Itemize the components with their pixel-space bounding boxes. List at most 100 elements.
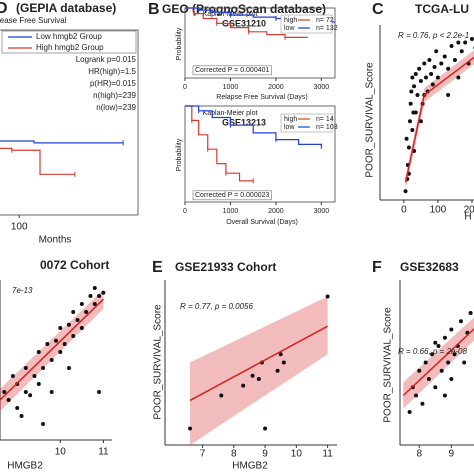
point — [409, 89, 414, 94]
x-axis-label: Overall Survival (Days) — [226, 219, 298, 226]
x-tick-label: 7 — [200, 449, 206, 460]
point — [250, 373, 255, 378]
x-tick-label: 3000 — [314, 208, 330, 215]
point — [446, 66, 451, 71]
panel-label: D — [0, 0, 8, 17]
point — [101, 290, 106, 295]
point — [422, 61, 427, 66]
chart-subtitle: GSE31210 — [222, 18, 266, 28]
point — [429, 72, 434, 76]
point — [452, 352, 457, 357]
plot-frame — [184, 7, 336, 79]
plot-frame — [0, 29, 139, 216]
confidence-band — [190, 296, 328, 445]
point — [36, 382, 41, 386]
point — [263, 426, 268, 431]
x-tick-label: 9 — [262, 449, 268, 460]
plot-frame — [184, 105, 336, 203]
point — [410, 75, 415, 80]
point — [58, 326, 63, 330]
point — [452, 58, 457, 62]
point — [442, 335, 447, 340]
y-axis-label: Probability — [176, 27, 183, 60]
x-tick-label: 100 — [430, 205, 447, 216]
point — [408, 101, 413, 106]
point — [458, 319, 463, 324]
point — [281, 360, 286, 365]
point — [434, 49, 439, 54]
x-tick-label: 0 — [401, 205, 407, 216]
annotation: n(high)=239 — [93, 91, 136, 100]
y-axis-label: Probability — [176, 138, 183, 171]
chart-title: lease Free Survival — [0, 16, 67, 25]
legend-label: Low hmgb2 Group — [36, 32, 102, 41]
point — [446, 93, 451, 97]
x-tick-label: 100 — [11, 222, 28, 233]
point — [413, 72, 418, 76]
point — [84, 310, 89, 314]
legend-label: High hmgb2 Group — [36, 43, 104, 52]
point — [430, 352, 435, 357]
fit-line — [402, 327, 474, 397]
annotation: 7e-13 — [12, 286, 33, 295]
point — [468, 311, 473, 315]
point — [463, 40, 468, 45]
legend-label: low — [284, 25, 295, 32]
x-axis-label: Relapse Free Survival (Days) — [216, 94, 307, 101]
point — [433, 385, 438, 390]
panel-title: GSE21933 Cohort — [175, 260, 276, 274]
survival-line — [185, 7, 308, 38]
point — [278, 352, 283, 357]
point — [241, 383, 246, 388]
point — [410, 128, 415, 132]
annotation-box — [192, 65, 272, 76]
point — [41, 422, 46, 426]
x-tick-label: 2000 — [268, 84, 284, 91]
x-tick-label: 8 — [416, 449, 422, 460]
point — [446, 360, 451, 365]
point — [414, 393, 419, 398]
point — [407, 410, 412, 414]
point — [54, 338, 58, 343]
x-tick-label: 11 — [98, 447, 109, 458]
point — [456, 40, 461, 45]
point — [423, 360, 428, 365]
x-tick-label: 0 — [183, 84, 187, 91]
point — [28, 393, 33, 398]
point — [436, 344, 441, 348]
point — [449, 377, 454, 381]
point — [449, 44, 454, 48]
annotation: HR(high)=1.5 — [88, 67, 136, 76]
legend-box — [1, 30, 137, 54]
point — [49, 390, 54, 394]
point — [49, 358, 54, 362]
survival-line — [0, 147, 75, 175]
point — [442, 393, 447, 398]
point — [71, 310, 76, 314]
point — [433, 340, 438, 345]
panel-title: (GEPIA database) — [16, 1, 116, 15]
point — [92, 302, 97, 306]
point — [415, 93, 420, 97]
point — [45, 342, 50, 346]
point — [456, 75, 461, 80]
annotation-box — [192, 190, 272, 201]
point — [412, 84, 417, 89]
point — [420, 401, 425, 406]
point — [58, 350, 63, 354]
x-tick-label: 1000 — [223, 84, 239, 91]
point — [442, 54, 447, 59]
legend-label: high — [284, 17, 297, 24]
survival-line — [185, 105, 254, 182]
x-tick-label: 8 — [231, 449, 237, 460]
point — [219, 393, 224, 398]
legend-box — [280, 14, 333, 34]
point — [403, 189, 408, 194]
x-axis-label: Months — [39, 235, 72, 246]
annotation: Corrected P = 0.000023 — [195, 192, 270, 199]
point — [417, 368, 422, 373]
point — [459, 49, 464, 54]
fit-line — [189, 325, 328, 402]
x-axis-label: H — [464, 212, 471, 223]
chart-subtitle: GSE13213 — [222, 117, 266, 127]
